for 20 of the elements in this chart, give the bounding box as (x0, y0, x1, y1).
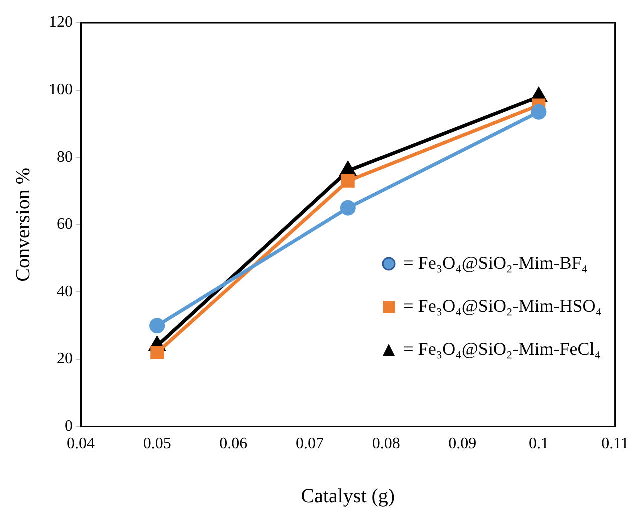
x-tick-label: 0.07 (296, 436, 324, 453)
legend-label: = Fe₃O₄@SiO₂-Mim-BF₄ (404, 253, 588, 274)
legend-label: = Fe₃O₄@SiO₂-Mim-HSO₄ (404, 296, 602, 317)
y-tick-label: 120 (49, 14, 73, 32)
x-tick-label: 0.04 (67, 436, 95, 453)
x-tick-label: 0.09 (448, 436, 477, 453)
x-tick-label: 0.05 (143, 436, 172, 453)
x-tick-label: 0.11 (602, 436, 629, 453)
y-tick-label: 100 (49, 82, 73, 99)
y-axis-title: Conversion % (12, 168, 34, 282)
y-tick-label: 40 (57, 283, 73, 300)
y-tick-label: 0 (65, 418, 73, 436)
x-tick-label: 0.06 (220, 436, 248, 453)
legend-label: = Fe₃O₄@SiO₂-Mim-FeCl₄ (404, 339, 601, 360)
y-tick-label: 20 (57, 350, 73, 368)
x-axis-title: Catalyst (g) (301, 485, 396, 508)
y-tick-label: 60 (57, 216, 73, 234)
x-tick-label: 0.08 (372, 436, 400, 453)
x-tick-label: 0.1 (528, 436, 549, 453)
y-tick-label: 80 (57, 148, 73, 166)
